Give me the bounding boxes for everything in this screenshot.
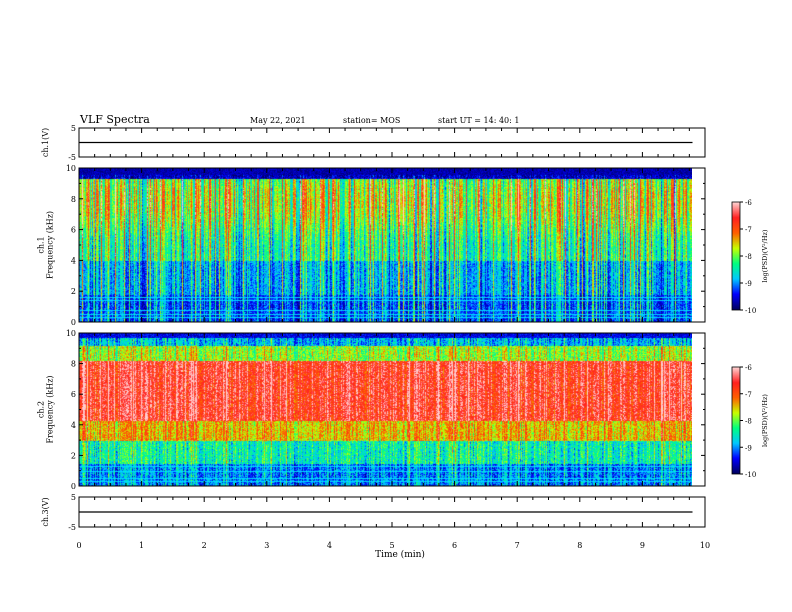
x-tick-3: 3: [264, 541, 269, 550]
ch1-spectrogram-colorbar-tick-2: -8: [745, 253, 752, 261]
ch2-colorbar: -6 -7 -8 -9 -10 log(PSD)(V²/Hz): [731, 364, 769, 479]
ch1-spectrogram-ytick-0: 0: [71, 318, 76, 327]
time-axis: 0 1 2 3 4 5 6 7 8 9 10: [76, 541, 710, 550]
ch2-spectrogram-ytick-5: 10: [66, 329, 76, 338]
station-label: station= MOS: [343, 116, 400, 125]
x-tick-8: 8: [577, 541, 582, 550]
date-label: May 22, 2021: [250, 116, 306, 125]
ch1-spectrogram-ytick-5: 10: [66, 164, 76, 173]
ch1-spectrogram-colorbar-tick-0: -6: [745, 199, 752, 207]
ch1-spectrogram-colorbar-tick-1: -7: [745, 226, 752, 234]
ch1-spectrogram-colorbar-gradient: [732, 202, 740, 310]
ch1-voltage-panel: 5 -5 ch.1(V): [41, 124, 706, 162]
figure-title: VLF Spectra: [79, 113, 150, 126]
ch2-spectrogram-ylabel-1: Frequency (kHz): [46, 375, 55, 443]
x-tick-4: 4: [327, 541, 332, 550]
ch1-spectrogram-ytick-2: 4: [71, 256, 76, 265]
ch1-spectrogram-ytick-1: 2: [71, 287, 76, 296]
ch2-spectrogram-ytick-1: 2: [71, 451, 76, 460]
ch2-spectrogram-ytick-0: 0: [71, 482, 76, 491]
x-tick-10: 10: [700, 541, 710, 550]
ch2-spectrogram-panel: 0 2 4 6 8 10 ch.2 Frequency (kHz): [37, 329, 706, 491]
x-tick-9: 9: [640, 541, 645, 550]
ch1-voltage-ytick-0: 5: [71, 124, 76, 133]
ch1-colorbar: -6 -7 -8 -9 -10 log(PSD)(V²/Hz): [731, 199, 769, 315]
ch2-spectrogram-colorbar-tick-4: -10: [745, 471, 756, 479]
ch1-spectrogram-colorbar-tick-4: -10: [745, 307, 756, 315]
ch3-voltage-ylabel-0: ch.3(V): [41, 497, 50, 526]
ch1-voltage-ytick-1: -5: [68, 153, 76, 162]
ch2-spectrogram-ytick-4: 8: [71, 360, 76, 369]
ch1-voltage-ylabel-0: ch.1(V): [41, 128, 50, 157]
start-time-label: start UT = 14: 40: 1: [438, 116, 519, 125]
ch2-spectrogram-image: [79, 333, 692, 486]
ch3-voltage-panel: 5 -5 ch.3(V): [41, 493, 706, 532]
ch1-spectrogram-ytick-3: 6: [71, 226, 76, 235]
ch1-spectrogram-ytick-4: 8: [71, 195, 76, 204]
x-tick-7: 7: [515, 541, 520, 550]
ch2-spectrogram-colorbar-label: log(PSD)(V²/Hz): [761, 394, 769, 447]
ch1-spectrogram-colorbar-label: log(PSD)(V²/Hz): [761, 229, 769, 282]
ch2-spectrogram-colorbar-gradient: [732, 367, 740, 474]
x-axis-label: Time (min): [375, 549, 425, 560]
ch2-spectrogram-ytick-3: 6: [71, 390, 76, 399]
x-tick-0: 0: [76, 541, 81, 550]
ch3-voltage-ytick-0: 5: [71, 493, 76, 502]
ch2-spectrogram-colorbar-tick-3: -9: [745, 444, 752, 452]
ch2-spectrogram-ytick-2: 4: [71, 421, 76, 430]
ch3-voltage-ytick-1: -5: [68, 523, 76, 532]
x-tick-5: 5: [389, 541, 394, 550]
ch1-spectrogram-colorbar-tick-3: -9: [745, 280, 752, 288]
x-tick-1: 1: [139, 541, 144, 550]
x-tick-2: 2: [202, 541, 207, 550]
ch1-spectrogram-panel: 0 2 4 6 8 10 ch.1 Frequency (kHz): [37, 164, 706, 327]
x-tick-6: 6: [452, 541, 457, 550]
ch1-spectrogram-ylabel-0: ch.1: [37, 236, 46, 253]
ch2-spectrogram-ylabel-0: ch.2: [37, 401, 46, 418]
ch2-spectrogram-colorbar-tick-1: -7: [745, 391, 752, 399]
ch2-spectrogram-colorbar-tick-0: -6: [745, 364, 752, 372]
ch1-spectrogram-ylabel-1: Frequency (kHz): [46, 211, 55, 279]
ch1-spectrogram-image: [79, 168, 692, 322]
ch2-spectrogram-colorbar-tick-2: -8: [745, 418, 752, 426]
